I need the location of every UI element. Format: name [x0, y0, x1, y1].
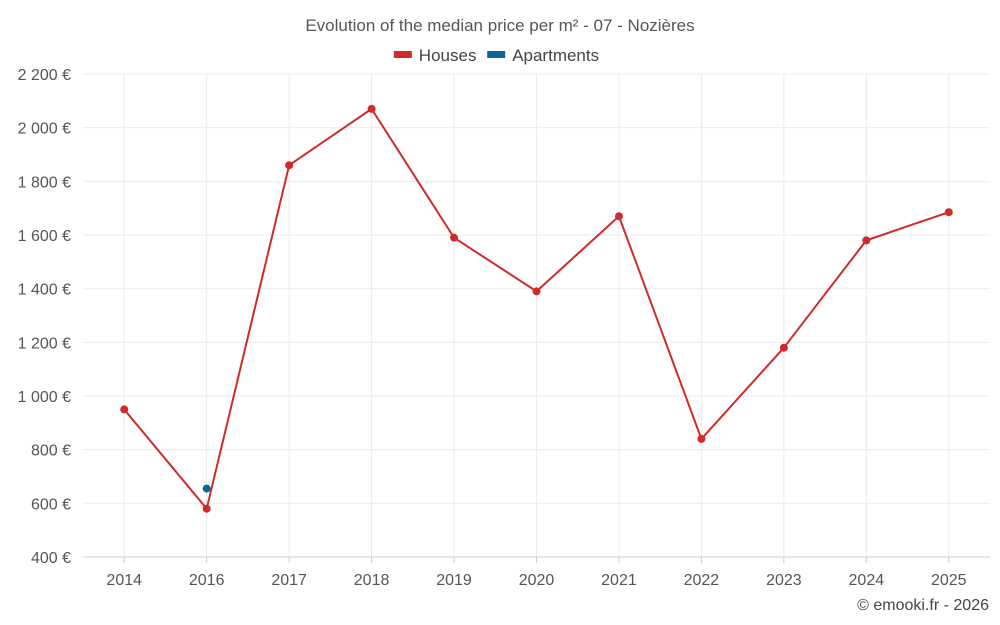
data-point-apartments[interactable]: [202, 484, 211, 493]
x-tick-label: 2023: [766, 572, 802, 589]
x-tick-label: 2024: [849, 572, 885, 589]
y-tick-label: 800 €: [31, 443, 71, 460]
x-tick-label: 2021: [601, 572, 637, 589]
data-point-houses[interactable]: [614, 212, 623, 221]
data-point-houses[interactable]: [285, 161, 294, 170]
y-tick-label: 2 000 €: [18, 121, 71, 138]
data-point-houses[interactable]: [944, 208, 953, 217]
data-point-houses[interactable]: [202, 504, 211, 513]
x-tick-label: 2019: [436, 572, 472, 589]
axes: 400 € 600 € 800 € 1 000 € 1 200 € 1 400 € 1 60…: [18, 67, 990, 589]
y-tick-label: 1 600 €: [18, 228, 71, 245]
y-tick-label: 1 000 €: [18, 389, 71, 406]
y-tick-label: 1 800 €: [18, 174, 71, 191]
grid: [83, 73, 990, 557]
data-point-houses[interactable]: [120, 405, 129, 414]
x-tick-label: 2022: [684, 572, 720, 589]
data-point-houses[interactable]: [450, 233, 459, 242]
y-tick-label: 2 200 €: [18, 67, 71, 84]
data-point-houses[interactable]: [862, 236, 871, 245]
legend-swatch: [393, 51, 412, 58]
x-tick-label: 2020: [519, 572, 555, 589]
legend: Houses Apartments: [393, 46, 599, 65]
legend-label: Houses: [419, 46, 477, 65]
x-tick-label: 2014: [106, 572, 142, 589]
y-tick-label: 1 400 €: [18, 282, 71, 299]
y-tick-label: 600 €: [31, 496, 71, 513]
data-point-houses[interactable]: [367, 104, 376, 113]
legend-item-apartments[interactable]: Apartments: [487, 46, 599, 65]
series-layer: [120, 104, 953, 513]
legend-swatch: [487, 51, 506, 58]
x-tick-label: 2017: [271, 572, 307, 589]
y-tick-label: 400 €: [31, 550, 71, 567]
legend-item-houses[interactable]: Houses: [393, 46, 477, 65]
x-tick-label: 2025: [931, 572, 967, 589]
chart-title: Evolution of the median price per m² - 0…: [305, 16, 694, 35]
data-point-houses[interactable]: [779, 343, 788, 352]
data-point-houses[interactable]: [532, 287, 541, 296]
x-tick-label: 2018: [354, 572, 390, 589]
y-tick-label: 1 200 €: [18, 335, 71, 352]
x-tick-label: 2016: [189, 572, 225, 589]
credit-text: © emooki.fr - 2026: [857, 597, 989, 614]
legend-label: Apartments: [512, 46, 599, 65]
data-point-houses[interactable]: [697, 434, 706, 443]
